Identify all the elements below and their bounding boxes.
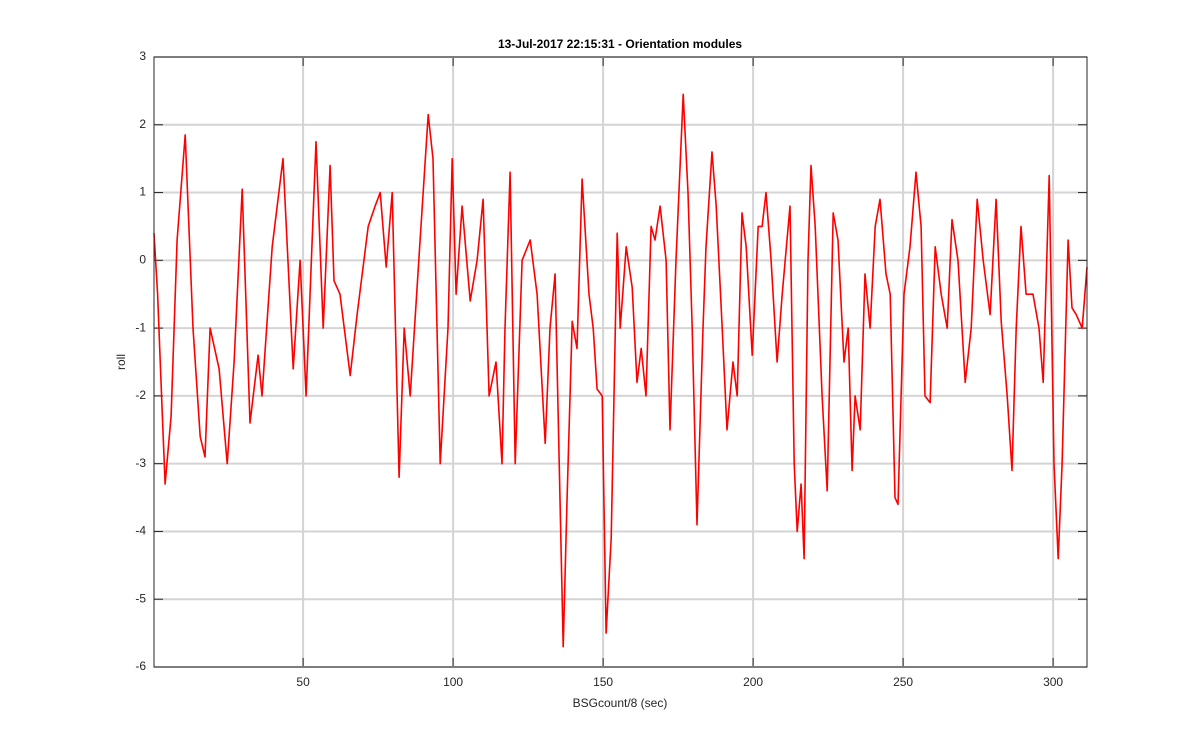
y-tick-label: -2 <box>135 388 146 402</box>
x-tick-label: 200 <box>743 675 763 689</box>
x-tick-label: 150 <box>593 675 613 689</box>
y-tick-label: 2 <box>139 117 146 131</box>
x-tick-label: 250 <box>893 675 913 689</box>
data-line <box>153 93 1088 648</box>
y-tick-label: 0 <box>139 253 146 267</box>
x-tick-label: 300 <box>1043 675 1063 689</box>
plot-frame <box>153 56 1088 668</box>
x-tick-label: 100 <box>443 675 463 689</box>
y-axis-label: roll <box>114 354 128 370</box>
y-tick-label: 3 <box>139 49 146 63</box>
y-tick-label: -3 <box>135 456 146 470</box>
x-tick-label: 50 <box>296 675 310 689</box>
chart-title: 13-Jul-2017 22:15:31 - Orientation modul… <box>498 37 742 51</box>
x-axis-label: BSGcount/8 (sec) <box>573 696 668 710</box>
y-tick-label: 1 <box>139 185 146 199</box>
y-tick-label: -4 <box>135 524 146 538</box>
y-tick-label: -6 <box>135 659 146 673</box>
y-tick-label: -1 <box>135 320 146 334</box>
y-tick-label: -5 <box>135 591 146 605</box>
